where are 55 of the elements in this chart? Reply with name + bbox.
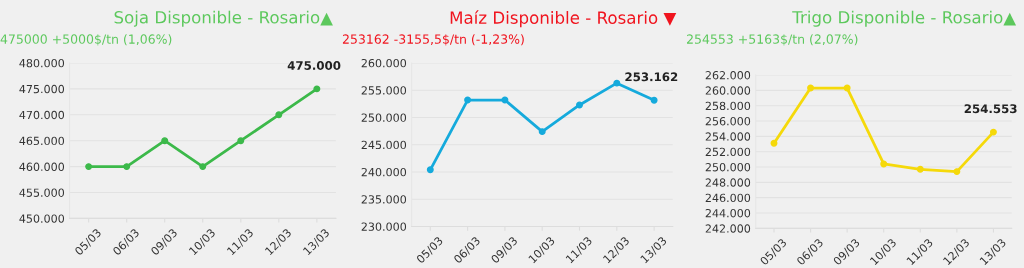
point	[989, 128, 997, 136]
chart-subtitle: 475000 +5000$/tn (1,06%)	[0, 34, 172, 46]
point	[613, 79, 621, 87]
y-tick-label: 260.000	[361, 58, 407, 68]
y-tick-label: 256.000	[705, 117, 751, 126]
y-tick-label: 258.000	[705, 101, 751, 111]
point	[953, 168, 961, 176]
point	[123, 163, 131, 171]
chart-title: Soja Disponible - Rosario▲	[114, 10, 333, 27]
chart-title: Maíz Disponible - Rosario ▼	[450, 10, 677, 28]
y-tick-label: 460.000	[19, 162, 65, 171]
y-tick-label: 475.000	[19, 84, 65, 94]
y-tick-label: 242.000	[705, 224, 751, 233]
point	[275, 111, 283, 119]
point	[426, 166, 434, 174]
point	[807, 84, 815, 92]
point	[538, 128, 546, 136]
chart-subtitle: 254553 +5163$/tn (2,07%)	[687, 34, 858, 46]
y-tick-label: 235.000	[361, 195, 407, 204]
point	[650, 96, 658, 104]
y-tick-label: 480.000	[19, 58, 65, 68]
point	[237, 137, 245, 145]
chart-subtitle: 253162 -3155,5$/tn (-1,23%)	[342, 34, 524, 46]
y-tick-label: 244.000	[705, 208, 751, 218]
annotation: 254.553	[964, 104, 1017, 114]
y-tick-label: 248.000	[705, 178, 751, 187]
y-tick-label: 240.000	[361, 167, 407, 177]
y-tick-label: 260.000	[705, 86, 751, 95]
point	[880, 160, 888, 168]
y-tick-label: 250.000	[361, 113, 407, 122]
point	[843, 84, 851, 92]
point	[576, 101, 583, 109]
point	[199, 163, 207, 171]
annotation: 253.162	[625, 72, 678, 82]
y-tick-label: 470.000	[19, 110, 65, 120]
y-tick-label: 450.000	[19, 214, 65, 223]
point	[916, 165, 924, 173]
point	[313, 85, 321, 93]
y-tick-label: 246.000	[705, 193, 751, 203]
chart-title: Trigo Disponible - Rosario▲	[792, 10, 1017, 27]
annotation: 475.000	[287, 61, 341, 70]
y-tick-label: 465.000	[19, 136, 65, 146]
point	[770, 139, 778, 147]
y-tick-label: 245.000	[361, 140, 407, 150]
y-tick-label: 250.000	[705, 162, 751, 172]
y-tick-label: 255.000	[361, 86, 407, 95]
point	[85, 163, 93, 171]
y-tick-label: 230.000	[361, 222, 407, 231]
y-tick-label: 254.000	[705, 132, 751, 141]
y-tick-label: 455.000	[19, 188, 65, 197]
point	[501, 96, 509, 104]
y-tick-label: 262.000	[705, 71, 751, 80]
point	[161, 137, 169, 145]
point	[464, 96, 472, 104]
y-tick-label: 252.000	[705, 147, 751, 157]
